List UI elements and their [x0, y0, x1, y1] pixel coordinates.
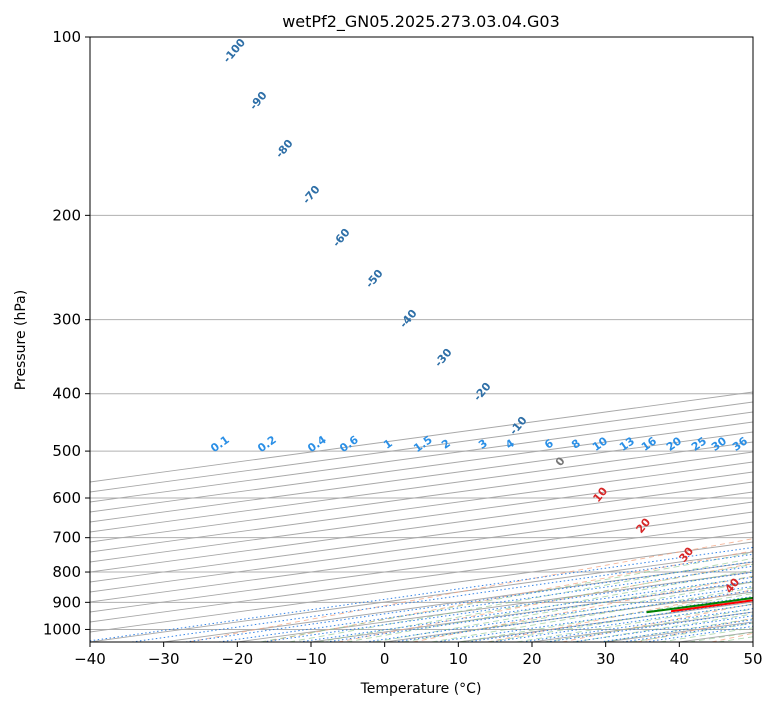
x-tick-label: 20 — [522, 650, 541, 668]
dry-adiabat — [712, 37, 775, 642]
y-tick-label: 300 — [52, 311, 81, 329]
mixing-ratio-label: 0.4 — [305, 433, 329, 455]
isotherm-line — [532, 37, 775, 642]
mixing-ratio-line — [546, 451, 775, 642]
x-tick-label: −10 — [295, 650, 327, 668]
dry-adiabat — [637, 37, 775, 642]
y-tick-label: 1000 — [43, 620, 81, 638]
isotherm-label: -10 — [507, 414, 530, 438]
dewpoint-line — [647, 37, 775, 612]
moist-adiabat — [660, 37, 775, 642]
moist-adiabat — [718, 37, 775, 642]
dry-adiabat — [264, 37, 775, 642]
x-tick-label: −40 — [74, 650, 106, 668]
mixing-ratio-label: 1.5 — [411, 433, 434, 455]
moist-adiabat — [403, 37, 775, 642]
mixing-ratio-label: 0.1 — [208, 433, 231, 455]
moist-adiabat — [488, 37, 775, 642]
y-tick-label: 100 — [52, 28, 81, 46]
moist-adiabat — [375, 37, 775, 642]
x-tick-label: −30 — [148, 650, 180, 668]
isotherm-label: 20 — [633, 515, 653, 535]
x-tick-label: 50 — [743, 650, 762, 668]
isotherm-line — [0, 37, 775, 642]
moist-adiabat — [545, 37, 775, 642]
moist-adiabat — [517, 37, 775, 642]
isotherm-label: -90 — [247, 89, 270, 113]
moist-adiabat — [289, 37, 775, 642]
moist-adiabat — [689, 37, 775, 642]
isotherm-label: -100 — [220, 36, 248, 66]
isotherm-line — [16, 37, 775, 642]
y-tick-label: 700 — [52, 529, 81, 547]
x-tick-label: 10 — [449, 650, 468, 668]
dry-adiabat — [413, 37, 775, 642]
x-axis-label: Temperature (°C) — [360, 681, 482, 697]
mixing-ratio-label: 2 — [439, 437, 453, 452]
y-tick-label: 600 — [52, 489, 81, 507]
y-tick-label: 800 — [52, 563, 81, 581]
y-tick-label: 500 — [52, 442, 81, 460]
moist-adiabat — [346, 37, 775, 642]
moist-adiabat — [318, 37, 775, 642]
chart-title: wetPf2_GN05.2025.273.03.04.G03 — [282, 12, 560, 32]
x-tick-label: 30 — [596, 650, 615, 668]
x-tick-label: −20 — [222, 650, 254, 668]
mixing-ratio-label: 0.2 — [255, 433, 278, 455]
isotherm-label: -70 — [300, 183, 323, 207]
temperature-line — [671, 37, 775, 611]
isotherm-label: -80 — [273, 137, 296, 161]
isotherm-label: -60 — [330, 226, 353, 250]
isotherm-line — [753, 37, 775, 642]
y-axis-label: Pressure (hPa) — [13, 290, 29, 390]
mixing-ratio-label: 1 — [381, 437, 395, 452]
dry-adiabat — [338, 37, 775, 642]
isotherm-line — [90, 37, 775, 642]
isotherm-label: 0 — [553, 454, 568, 468]
y-tick-label: 200 — [52, 206, 81, 224]
x-tick-label: 0 — [380, 650, 390, 668]
isotherm-line — [385, 37, 775, 642]
isotherm-label: -40 — [397, 307, 420, 331]
dry-adiabat — [488, 37, 775, 642]
isotherm-line — [311, 37, 775, 642]
isotherm-label: -30 — [432, 346, 455, 370]
mixing-ratio-label: 8 — [569, 437, 583, 452]
isotherm-label: -20 — [471, 380, 494, 404]
mixing-ratio-line — [645, 451, 775, 642]
moist-adiabat — [260, 37, 775, 642]
mixing-ratio-label: 0.6 — [337, 433, 361, 455]
dry-adiabat — [562, 37, 775, 642]
y-tick-label: 900 — [52, 593, 81, 611]
y-tick-label: 400 — [52, 385, 81, 403]
plot-frame — [90, 37, 753, 642]
moist-adiabat — [574, 37, 775, 642]
isotherm-label: -50 — [363, 267, 386, 291]
x-tick-label: 40 — [670, 650, 689, 668]
